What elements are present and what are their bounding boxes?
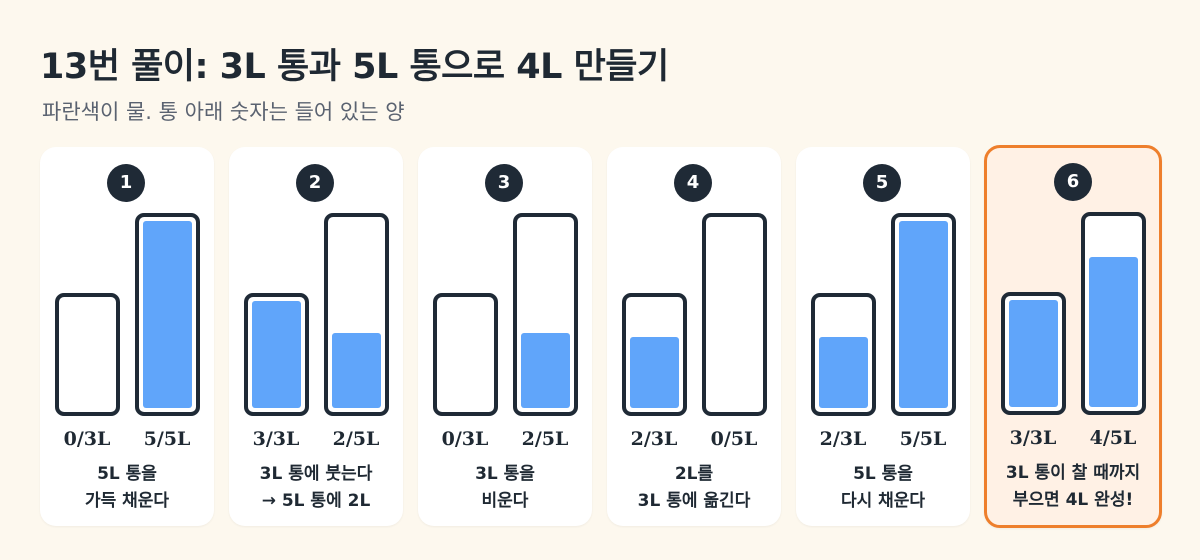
- step-description: 2L를 3L 통에 옮긴다: [607, 461, 781, 515]
- jug-3l-amount: 2/3L: [819, 428, 867, 450]
- jug-3l: [433, 293, 498, 416]
- jug-5l: [702, 213, 767, 416]
- step-description-line: 부으면 4L 완성!: [1012, 490, 1134, 510]
- water-fill: [521, 333, 570, 408]
- page-subtitle: 파란색이 물. 통 아래 숫자는 들어 있는 양: [42, 100, 405, 124]
- step-description-line: 5L 통을: [853, 464, 913, 484]
- jug-3l: [244, 293, 309, 416]
- step-description-line: 3L 통이 찰 때까지: [1005, 463, 1141, 483]
- step-description-line: 5L 통을: [97, 464, 157, 484]
- jug-5l-amount: 5/5L: [899, 428, 947, 450]
- water-fill: [1089, 257, 1138, 407]
- step-description-line: 3L 통을: [475, 464, 535, 484]
- jug-5l: [1081, 212, 1146, 415]
- water-fill: [252, 301, 301, 408]
- water-fill: [143, 221, 192, 408]
- jug-3l-amount: 2/3L: [630, 428, 678, 450]
- water-fill: [630, 337, 679, 408]
- step-description-line: 다시 채운다: [840, 491, 926, 511]
- water-fill: [819, 337, 868, 408]
- jug-5l-amount: 4/5L: [1089, 427, 1137, 449]
- step-number-badge: 2: [296, 164, 334, 202]
- water-fill: [332, 333, 381, 408]
- jug-3l-amount: 0/3L: [441, 428, 489, 450]
- jug-3l: [1001, 292, 1066, 415]
- step-number-badge: 3: [485, 164, 523, 202]
- jug-3l-amount: 3/3L: [252, 428, 300, 450]
- step-card-4: 4 2/3L 0/5L 2L를 3L 통에 옮긴다: [607, 147, 781, 526]
- jug-5l-amount: 2/5L: [332, 428, 380, 450]
- step-description-line: → 5L 통에 2L: [261, 491, 371, 511]
- jug-3l-amount: 0/3L: [63, 428, 111, 450]
- step-number-badge: 5: [863, 164, 901, 202]
- step-number-badge: 4: [674, 164, 712, 202]
- jug-5l: [135, 213, 200, 416]
- water-fill: [1009, 300, 1058, 407]
- jug-3l: [55, 293, 120, 416]
- step-description-line: 비운다: [481, 491, 529, 511]
- step-number-badge: 1: [107, 164, 145, 202]
- page-title: 13번 풀이: 3L 통과 5L 통으로 4L 만들기: [40, 47, 669, 87]
- step-description-line: 3L 통에 붓는다: [259, 464, 373, 484]
- water-fill: [899, 221, 948, 408]
- jug-3l: [811, 293, 876, 416]
- jug-5l-amount: 5/5L: [143, 428, 191, 450]
- jug-5l-amount: 2/5L: [521, 428, 569, 450]
- step-card-2: 2 3/3L 2/5L 3L 통에 붓는다 → 5L 통에 2L: [229, 147, 403, 526]
- step-number-badge: 6: [1054, 163, 1092, 201]
- jug-3l: [622, 293, 687, 416]
- step-description: 3L 통에 붓는다 → 5L 통에 2L: [229, 461, 403, 515]
- step-description-line: 3L 통에 옮긴다: [637, 491, 751, 511]
- jug-3l-amount: 3/3L: [1009, 427, 1057, 449]
- step-description-line: 2L를: [674, 464, 714, 484]
- jug-5l: [324, 213, 389, 416]
- jug-5l: [891, 213, 956, 416]
- step-description-line: 가득 채운다: [84, 491, 170, 511]
- jug-5l: [513, 213, 578, 416]
- jug-5l-amount: 0/5L: [710, 428, 758, 450]
